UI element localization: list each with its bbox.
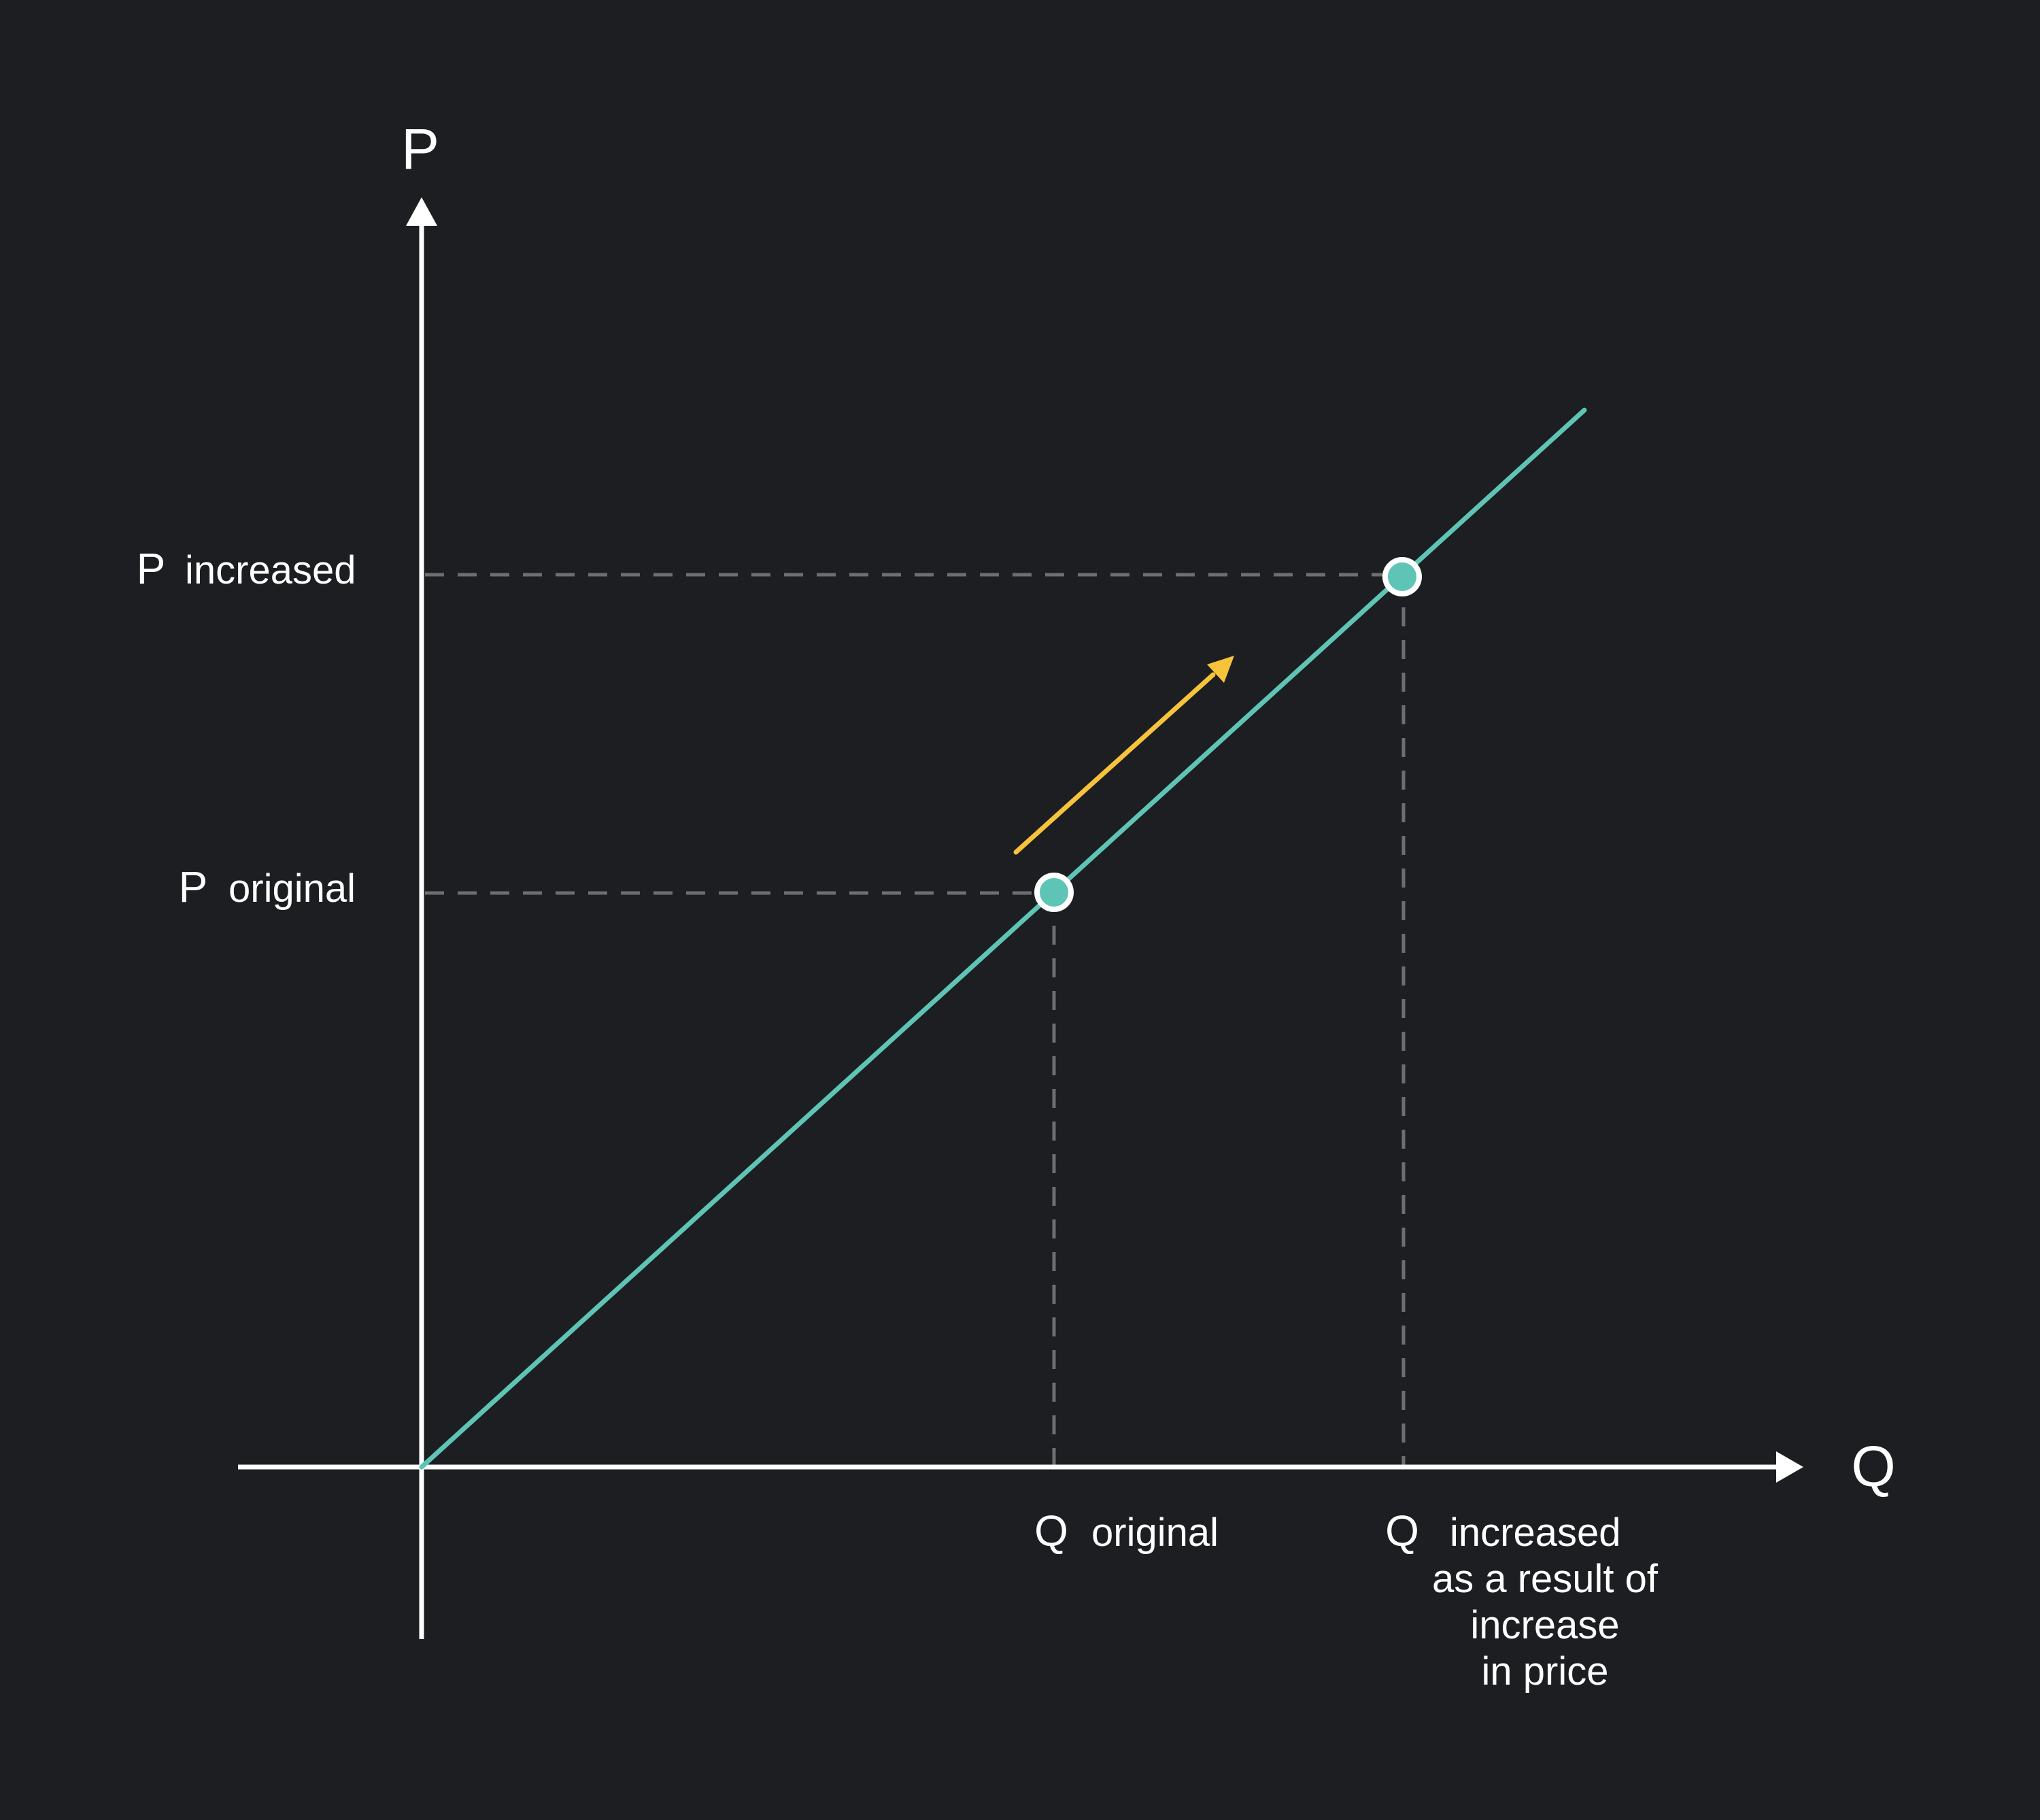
original-point bbox=[1034, 873, 1074, 912]
movement-arrow-head bbox=[1207, 656, 1234, 683]
q-increased-note-line2: increase bbox=[1470, 1603, 1619, 1647]
q-original-symbol: Q bbox=[1034, 1506, 1068, 1555]
q-original-label: original bbox=[1091, 1511, 1219, 1555]
axes bbox=[238, 197, 1803, 1639]
increased-point bbox=[1382, 557, 1422, 596]
x-axis-label: Q bbox=[1851, 1434, 1895, 1498]
q-increased-label: increased bbox=[1450, 1511, 1620, 1555]
x-axis-arrowhead bbox=[1776, 1451, 1803, 1483]
q-increased-note-line1: as a result of bbox=[1432, 1557, 1659, 1601]
movement-arrow bbox=[1013, 656, 1234, 855]
guide-lines bbox=[425, 573, 1406, 1467]
p-original-symbol: P bbox=[179, 862, 208, 911]
q-increased-symbol: Q bbox=[1385, 1506, 1419, 1555]
p-original-label: original bbox=[228, 866, 356, 911]
q-increased-note-line3: in price bbox=[1482, 1649, 1609, 1693]
y-axis-label: P bbox=[401, 117, 439, 181]
p-increased-symbol: P bbox=[137, 544, 166, 593]
y-axis-arrowhead bbox=[406, 197, 437, 226]
p-increased-label: increased bbox=[185, 548, 356, 592]
movement-arrow-shaft bbox=[1013, 672, 1216, 855]
